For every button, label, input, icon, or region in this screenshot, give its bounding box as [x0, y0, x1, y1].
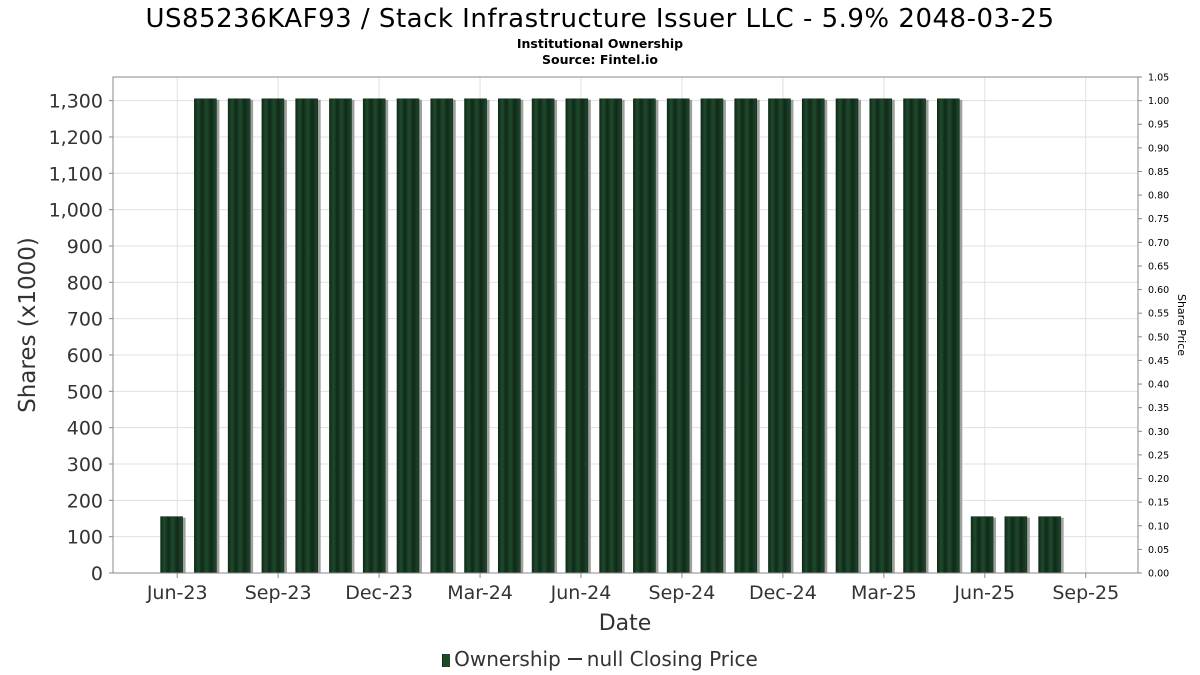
y-tick-label: 1,300 [49, 91, 103, 113]
bar [464, 98, 487, 574]
y2-tick-label: 0.55 [1148, 309, 1169, 320]
y-tick-label: 100 [67, 527, 103, 549]
x-tick-label: Mar-25 [851, 582, 917, 604]
bar [295, 98, 318, 574]
bar [835, 98, 859, 574]
y2-tick-label: 0.25 [1148, 450, 1169, 461]
y2-tick-label: 1.00 [1148, 96, 1169, 107]
bar [329, 98, 352, 574]
y2-tick-label: 0.15 [1148, 498, 1169, 509]
y2-tick-label: 0.95 [1148, 120, 1169, 131]
y2-tick-label: 0.65 [1148, 261, 1169, 272]
bar [227, 98, 251, 574]
y2-tick-label: 0.50 [1148, 332, 1169, 343]
bar [160, 516, 183, 574]
x-tick-label: Dec-24 [749, 582, 817, 604]
bar [700, 98, 724, 574]
y2-tick-label: 0.85 [1148, 167, 1169, 178]
bar-series-ownership [160, 98, 1064, 574]
x-tick-label: Jun-24 [550, 582, 612, 604]
y2-tick-label: 0.20 [1148, 474, 1169, 485]
y2-tick-label: 0.75 [1148, 214, 1169, 225]
y2-tick-label: 1.05 [1148, 73, 1169, 84]
x-tick-label: Sep-23 [245, 582, 312, 604]
legend-price-label: null Closing Price [586, 647, 758, 671]
bar [565, 98, 589, 574]
bar [633, 98, 656, 574]
y-tick-label: 200 [67, 490, 103, 512]
y2-axis-label: Share Price [1175, 294, 1188, 356]
bar [531, 98, 555, 574]
price-legend-line [567, 658, 582, 660]
bar [261, 98, 285, 574]
y-tick-label: 400 [67, 418, 103, 440]
y-axis-label: Shares (x1000) [15, 237, 41, 413]
x-tick-label: Dec-23 [345, 582, 413, 604]
y2-tick-label: 0.80 [1148, 191, 1169, 202]
bar [903, 98, 926, 574]
y2-tick-label: 0.90 [1148, 143, 1169, 154]
y-tick-label: 300 [67, 454, 103, 476]
y2-tick-label: 0.60 [1148, 285, 1169, 296]
bar [801, 98, 825, 574]
bar [194, 98, 217, 574]
x-tick-label: Sep-24 [649, 582, 716, 604]
y-tick-label: 1,100 [49, 163, 103, 185]
y-axis-left: 0 100 200 300 400 500 600 700 800 900 1,000 1,100 1,… [49, 91, 113, 585]
y-tick-label: 900 [67, 236, 103, 258]
y-tick-label: 800 [67, 272, 103, 294]
bar [666, 98, 690, 574]
y-tick-label: 500 [67, 381, 103, 403]
x-axis: Jun-23 Sep-23 Dec-23 Mar-24 Jun-24 Sep-24 Dec-… [146, 573, 1119, 604]
bar [396, 98, 420, 574]
bar [1038, 516, 1061, 574]
y-tick-label: 600 [67, 345, 103, 367]
y2-tick-label: 0.70 [1148, 238, 1169, 249]
bar [1004, 516, 1028, 574]
y-tick-label: 1,000 [49, 200, 103, 222]
y-tick-label: 0 [91, 563, 103, 585]
x-tick-label: Mar-24 [447, 582, 513, 604]
bar [768, 98, 791, 574]
x-axis-label: Date [599, 611, 652, 636]
y2-tick-label: 0.10 [1148, 521, 1169, 532]
chart-subtitle: Institutional Ownership [516, 36, 684, 51]
chart-source: Source: Fintel.io [542, 52, 658, 67]
plot-area [112, 76, 1139, 574]
y2-tick-label: 0.45 [1148, 356, 1169, 367]
y2-tick-label: 0.40 [1148, 380, 1169, 391]
y-tick-label: 700 [67, 309, 103, 331]
y2-tick-label: 0.00 [1148, 569, 1169, 580]
bar [970, 516, 994, 574]
bar [937, 98, 960, 574]
chart-legend: Ownership null Closing Price [0, 647, 1200, 671]
bar [734, 98, 757, 574]
y-tick-label: 1,200 [49, 127, 103, 149]
bar [362, 98, 386, 574]
chart-title: US85236KAF93 / Stack Infrastructure Issu… [145, 4, 1055, 34]
bar [869, 98, 893, 574]
bar [599, 98, 622, 574]
x-tick-label: Jun-23 [146, 582, 208, 604]
y-axis-right: 0.00 0.05 0.10 0.15 0.20 0.25 0.30 0.35 0.40 0.45… [1138, 73, 1169, 580]
bar [497, 98, 521, 574]
legend-ownership-label: Ownership [454, 647, 561, 671]
x-tick-label: Sep-25 [1052, 582, 1119, 604]
y2-tick-label: 0.30 [1148, 427, 1169, 438]
x-tick-label: Jun-25 [953, 582, 1015, 604]
ownership-legend-swatch [442, 654, 451, 667]
y2-tick-label: 0.35 [1148, 403, 1169, 414]
y2-tick-label: 0.05 [1148, 545, 1169, 556]
bar [430, 98, 454, 574]
